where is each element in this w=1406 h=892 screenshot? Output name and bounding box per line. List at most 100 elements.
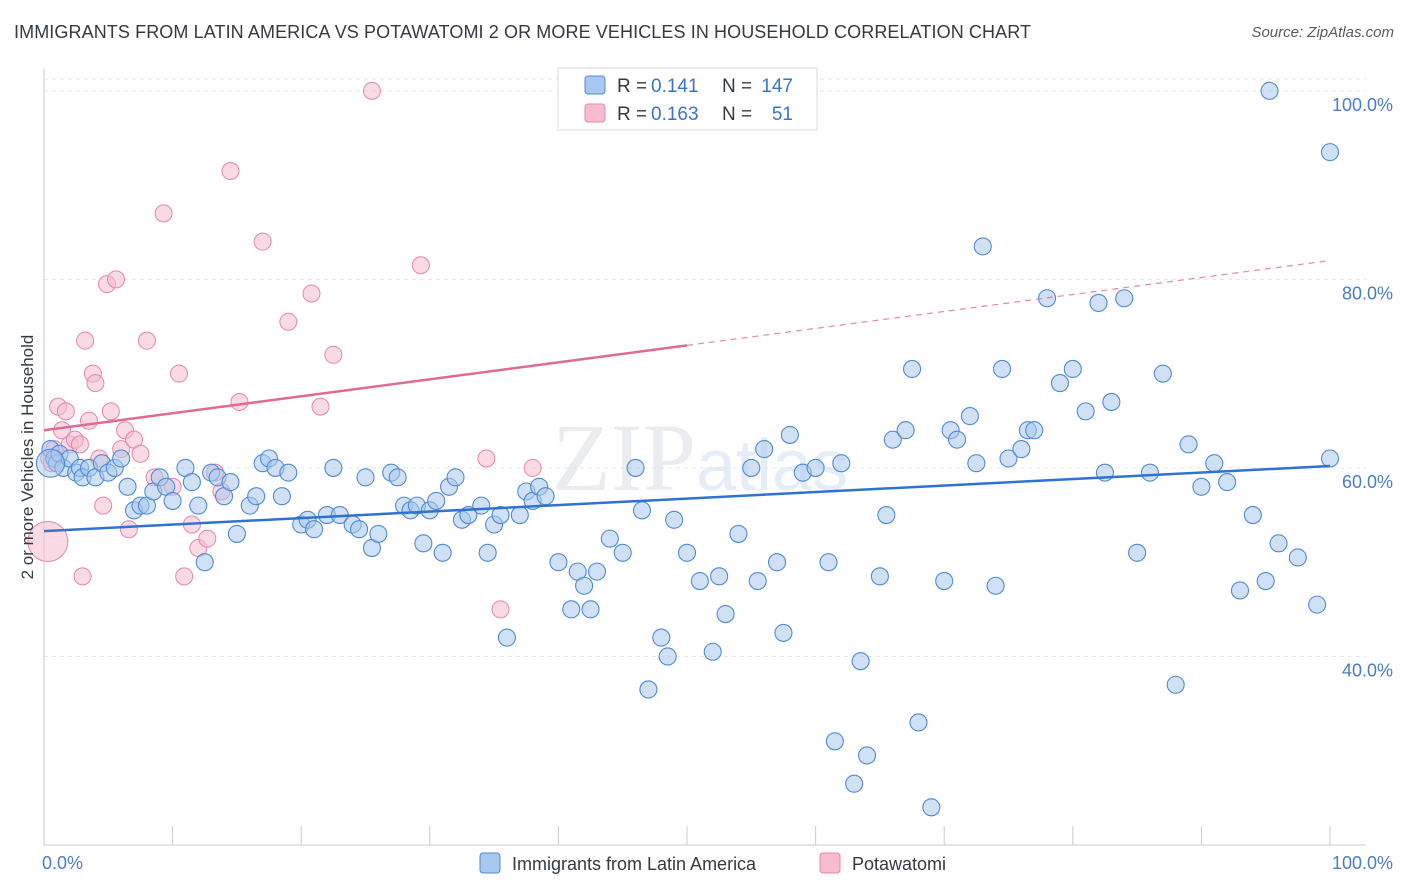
- legend-box: R = 0.141 N = 147 R = 0.163 N = 51: [557, 67, 818, 131]
- latin-america-point: [1308, 595, 1327, 614]
- latin-america-point: [1050, 374, 1069, 393]
- y-tick-label-80: 80.0%: [1342, 283, 1393, 303]
- latin-america-point: [825, 732, 844, 751]
- potawatomi-point: [311, 397, 330, 416]
- potawatomi-point: [324, 345, 343, 364]
- potawatomi-point: [101, 402, 120, 421]
- latin-america-point: [575, 576, 594, 595]
- latin-america-point: [497, 628, 517, 647]
- legend-r-label-1: R =: [617, 76, 647, 97]
- latin-america-point: [690, 571, 709, 591]
- latin-america-point: [1140, 463, 1160, 482]
- legend-r-label-2: R =: [617, 104, 647, 125]
- latin-america-point: [748, 571, 767, 591]
- latin-america-point: [227, 524, 246, 543]
- latin-america-point: [780, 425, 799, 444]
- potawatomi-point: [76, 331, 95, 350]
- legend-swatch-pink: [584, 103, 606, 123]
- latin-america-point: [935, 571, 954, 591]
- latin-america-point: [118, 477, 137, 496]
- latin-america-point: [427, 491, 446, 510]
- latin-america-point: [1025, 421, 1044, 440]
- latin-america-point: [221, 473, 240, 492]
- latin-america-point: [967, 454, 986, 473]
- latin-america-point: [1288, 548, 1307, 567]
- latin-america-point: [639, 680, 658, 699]
- potawatomi-point: [119, 520, 138, 539]
- bottom-legend-label-pink: Potawatomi: [852, 854, 946, 874]
- latin-america-point: [948, 430, 967, 449]
- y-tick-label-40: 40.0%: [1342, 660, 1393, 680]
- latin-america-point: [35, 448, 65, 478]
- latin-america-point: [562, 600, 581, 619]
- latin-america-point: [960, 407, 979, 426]
- latin-america-point: [658, 647, 677, 666]
- latin-america-point: [851, 652, 870, 671]
- latin-america-point: [1320, 449, 1340, 468]
- latin-america-point: [1320, 143, 1340, 162]
- latin-america-point: [677, 543, 697, 562]
- latin-america-point: [195, 553, 214, 572]
- latin-america-point: [832, 454, 851, 473]
- latin-america-point: [279, 463, 298, 482]
- latin-america-point: [549, 553, 568, 572]
- latin-america-point: [1243, 506, 1262, 525]
- latin-america-point: [1153, 364, 1172, 383]
- potawatomi-point: [198, 529, 217, 548]
- latin-america-trend-line: [43, 464, 1331, 533]
- legend-r-value-2: 0.163: [651, 104, 699, 125]
- latin-america-point: [857, 746, 877, 765]
- latin-america-point: [510, 506, 529, 525]
- potawatomi-trend-line: [43, 344, 688, 432]
- latin-america-point: [272, 487, 291, 506]
- potawatomi-point: [362, 81, 381, 100]
- potawatomi-point: [279, 312, 298, 331]
- latin-america-point: [536, 487, 555, 506]
- latin-america-point: [922, 798, 941, 817]
- potawatomi-point: [80, 411, 99, 430]
- latin-america-point: [613, 543, 632, 562]
- trend-lines: [43, 259, 1331, 533]
- legend-r-value-1: 0.141: [651, 76, 699, 97]
- potawatomi-point: [477, 449, 496, 468]
- latin-america-point: [1063, 359, 1082, 378]
- latin-america-point: [1128, 543, 1147, 562]
- latin-america-point: [433, 543, 452, 562]
- potawatomi-point: [221, 161, 240, 180]
- latin-america-point: [665, 510, 684, 529]
- latin-america-point: [472, 496, 491, 515]
- latin-america-point: [896, 421, 915, 440]
- x-tick-label-max: 100.0%: [1332, 853, 1393, 873]
- latin-america-point: [986, 576, 1005, 595]
- bottom-legend: Immigrants from Latin America Potawatomi: [479, 852, 946, 874]
- potawatomi-point: [137, 331, 156, 350]
- potawatomi-point: [175, 567, 194, 586]
- latin-america-point: [755, 440, 774, 459]
- tick-labels: 40.0% 60.0% 80.0% 100.0% 0.0% 100.0%: [42, 95, 1393, 873]
- latin-america-point: [1256, 571, 1275, 591]
- y-tick-label-100: 100.0%: [1332, 95, 1393, 115]
- latin-america-point: [414, 534, 433, 553]
- potawatomi-point: [170, 364, 189, 383]
- latin-america-point: [902, 359, 922, 378]
- latin-america-point: [478, 543, 497, 562]
- latin-america-point: [1076, 402, 1095, 421]
- bottom-legend-swatch-blue: [479, 852, 501, 874]
- latin-america-point: [819, 553, 838, 572]
- latin-america-point: [626, 458, 645, 477]
- latin-america-point: [446, 468, 465, 487]
- latin-america-point: [1218, 473, 1237, 492]
- potawatomi-point: [302, 284, 321, 303]
- latin-america-point: [845, 774, 864, 793]
- potawatomi-point: [56, 402, 75, 421]
- latin-america-point: [652, 628, 671, 647]
- latin-america-point: [369, 524, 388, 543]
- y-axis-title: 2 or more Vehicles in Household: [18, 335, 37, 580]
- latin-america-point: [1179, 435, 1198, 454]
- bottom-legend-swatch-pink: [819, 852, 841, 874]
- latin-america-point: [883, 430, 902, 449]
- legend-n-label-1: N =: [722, 76, 752, 97]
- latin-america-point: [189, 496, 208, 515]
- latin-america-point: [774, 623, 793, 642]
